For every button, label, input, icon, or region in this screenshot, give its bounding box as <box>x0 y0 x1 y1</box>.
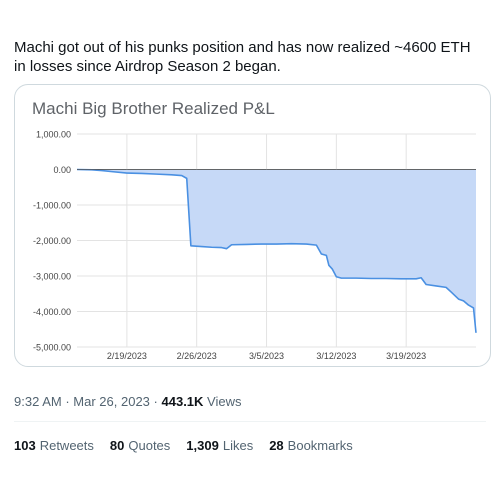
loss-area <box>77 169 476 333</box>
views-count: 443.1K <box>161 394 204 409</box>
views-label: Views <box>207 394 242 409</box>
y-tick-label: -4,000.00 <box>33 307 71 317</box>
engagement-stats: 103 Retweets 80 Quotes 1,309 Likes 28 Bookma… <box>14 438 353 453</box>
x-tick-label: 3/12/2023 <box>316 351 356 361</box>
stat-bookmarks[interactable]: 28 Bookmarks <box>269 438 353 453</box>
stat-quotes[interactable]: 80 Quotes <box>110 438 170 453</box>
quotes-count: 80 <box>109 438 125 453</box>
y-tick-label: 1,000.00 <box>36 130 71 140</box>
pnl-line <box>76 168 477 333</box>
bookmarks-label: Bookmarks <box>287 438 353 453</box>
retweets-label: Retweets <box>39 438 94 453</box>
quotes-label: Quotes <box>128 438 171 453</box>
x-tick-label: 3/5/2023 <box>249 351 284 361</box>
y-tick-label: -2,000.00 <box>33 236 71 246</box>
likes-label: Likes <box>222 438 254 453</box>
area-layer <box>76 168 477 333</box>
tweet-time[interactable]: 9:32 AM <box>14 394 62 409</box>
chart-title: Machi Big Brother Realized P&L <box>32 99 275 118</box>
tweet-text: Machi got out of his punks position and … <box>14 39 471 75</box>
x-tick-label: 2/19/2023 <box>107 351 147 361</box>
pnl-chart: 1,000.00 0.00 -1,000.00 -2,000.00 -3,000.00 -… <box>33 130 477 361</box>
meta-separator: · <box>65 394 70 409</box>
bookmarks-count: 28 <box>269 438 284 453</box>
stat-likes[interactable]: 1,309 Likes <box>186 438 253 453</box>
tweet-date[interactable]: Mar 26, 2023 <box>73 394 150 409</box>
chart-card[interactable]: Machi Big Brother Realized P&L 1,000.00 0… <box>14 84 491 367</box>
axis-layer: 1,000.00 0.00 -1,000.00 -2,000.00 -3,000.00 -… <box>33 130 476 361</box>
retweets-count: 103 <box>14 438 36 453</box>
y-tick-label: -3,000.00 <box>33 272 71 282</box>
meta-separator: · <box>153 394 158 409</box>
divider <box>14 421 486 422</box>
y-tick-label: 0.00 <box>53 165 71 175</box>
y-tick-label: -1,000.00 <box>33 201 71 211</box>
x-tick-label: 2/26/2023 <box>177 351 217 361</box>
tweet-meta: 9:32 AM · Mar 26, 2023 · 443.1K Views <box>14 394 242 409</box>
likes-count: 1,309 <box>186 438 219 453</box>
x-tick-label: 3/19/2023 <box>386 351 426 361</box>
y-tick-label: -5,000.00 <box>33 343 71 353</box>
stat-retweets[interactable]: 103 Retweets <box>14 438 94 453</box>
